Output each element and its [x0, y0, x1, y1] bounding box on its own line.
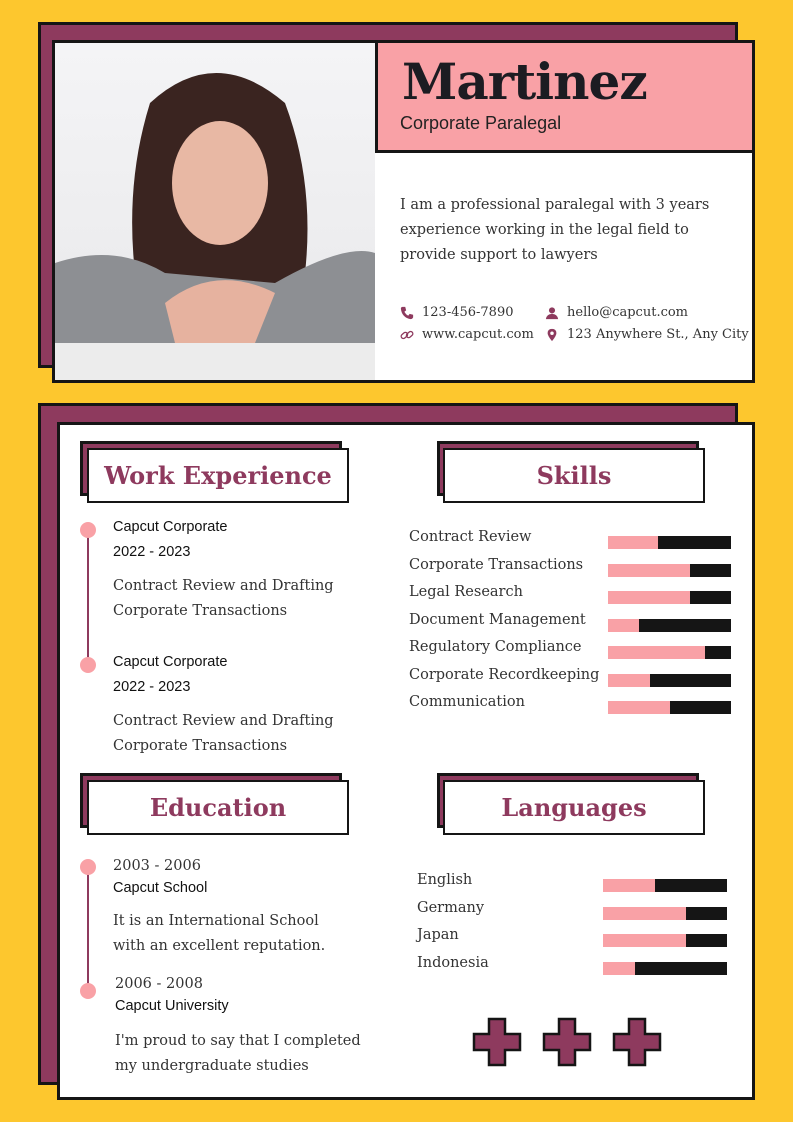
- timeline-dot: [80, 522, 96, 538]
- language-label: Japan: [417, 927, 459, 943]
- work-desc: Contract Review and Drafting: [113, 713, 334, 729]
- contact-address: 123 Anywhere St., Any City: [545, 327, 749, 342]
- link-icon: [400, 330, 414, 339]
- skill-level-bar: [608, 563, 731, 577]
- work-years: 2022 - 2023: [113, 679, 191, 695]
- skill-level-fill: [608, 563, 691, 577]
- contact-email: hello@capcut.com: [545, 305, 688, 320]
- language-level-bar: [603, 934, 727, 947]
- language-level-fill: [603, 906, 687, 920]
- skill-level-bar: [608, 618, 731, 632]
- education-heading: Education: [87, 780, 349, 835]
- person-name: Martinez: [402, 52, 648, 111]
- language-level-bar: [603, 879, 727, 892]
- phone-icon: [400, 306, 414, 319]
- website-text: www.capcut.com: [422, 327, 534, 342]
- work-company: Capcut Corporate: [113, 654, 228, 670]
- language-label: Germany: [417, 899, 485, 916]
- skill-level-fill: [608, 536, 659, 549]
- skill-label: Contract Review: [409, 529, 532, 545]
- name-header: [375, 40, 755, 153]
- timeline-dot: [80, 657, 96, 673]
- language-level-bar: [603, 961, 727, 975]
- language-label: Indonesia: [417, 954, 489, 971]
- timeline-dot: [80, 983, 96, 999]
- location-pin-icon: [547, 328, 557, 341]
- skill-label: Document Management: [409, 611, 586, 628]
- skill-label: Corporate Recordkeeping: [409, 666, 600, 683]
- edu-years: 2003 - 2006: [113, 858, 201, 874]
- skill-level-fill: [608, 591, 691, 604]
- edu-desc: It is an International School: [113, 913, 319, 929]
- skill-label: Communication: [409, 694, 525, 710]
- skills-heading: Skills: [443, 448, 705, 503]
- skill-label: Corporate Transactions: [409, 556, 584, 573]
- profile-photo: [55, 43, 375, 380]
- skill-level-fill: [608, 701, 670, 714]
- timeline-dot: [80, 859, 96, 875]
- email-text: hello@capcut.com: [567, 305, 689, 320]
- skill-level-bar: [608, 536, 731, 549]
- skill-level-bar: [608, 591, 731, 604]
- plus-icon: [472, 1017, 522, 1067]
- job-title: Corporate Paralegal: [400, 113, 562, 133]
- contact-phone: 123-456-7890: [400, 305, 514, 320]
- edu-desc: my undergraduate studies: [115, 1058, 309, 1074]
- work-desc: Corporate Transactions: [113, 603, 288, 619]
- timeline-line: [87, 868, 89, 990]
- skill-label: Legal Research: [409, 584, 523, 600]
- edu-school: Capcut School: [113, 880, 208, 896]
- work-desc: Contract Review and Drafting: [113, 578, 334, 594]
- edu-years: 2006 - 2008: [115, 976, 203, 992]
- work-desc: Corporate Transactions: [113, 738, 288, 754]
- skill-level-fill: [608, 618, 639, 632]
- language-level-bar: [603, 906, 727, 920]
- edu-school: Capcut University: [115, 998, 229, 1014]
- skill-level-fill: [608, 673, 650, 687]
- work-company: Capcut Corporate: [113, 519, 228, 535]
- bio-text: I am a professional paralegal with 3 yea…: [400, 197, 710, 263]
- skill-level-bar: [608, 701, 731, 714]
- skill-level-fill: [608, 646, 706, 659]
- plus-icon: [612, 1017, 662, 1067]
- person-icon: [545, 306, 559, 319]
- work-experience-heading: Work Experience: [87, 448, 349, 503]
- language-label: English: [417, 872, 473, 888]
- language-level-fill: [603, 879, 656, 892]
- phone-text: 123-456-7890: [422, 305, 514, 320]
- language-level-fill: [603, 934, 687, 947]
- work-years: 2022 - 2023: [113, 544, 191, 560]
- edu-desc: I'm proud to say that I completed: [115, 1033, 361, 1049]
- body-card: [57, 422, 755, 1100]
- language-level-fill: [603, 961, 636, 975]
- plus-icon: [542, 1017, 592, 1067]
- address-text: 123 Anywhere St., Any City: [567, 327, 749, 342]
- timeline-line: [87, 532, 89, 665]
- skill-label: Regulatory Compliance: [409, 639, 582, 655]
- contact-website: www.capcut.com: [400, 327, 534, 342]
- skill-level-bar: [608, 646, 731, 659]
- languages-heading: Languages: [443, 780, 705, 835]
- skill-level-bar: [608, 673, 731, 687]
- edu-desc: with an excellent reputation.: [113, 938, 326, 954]
